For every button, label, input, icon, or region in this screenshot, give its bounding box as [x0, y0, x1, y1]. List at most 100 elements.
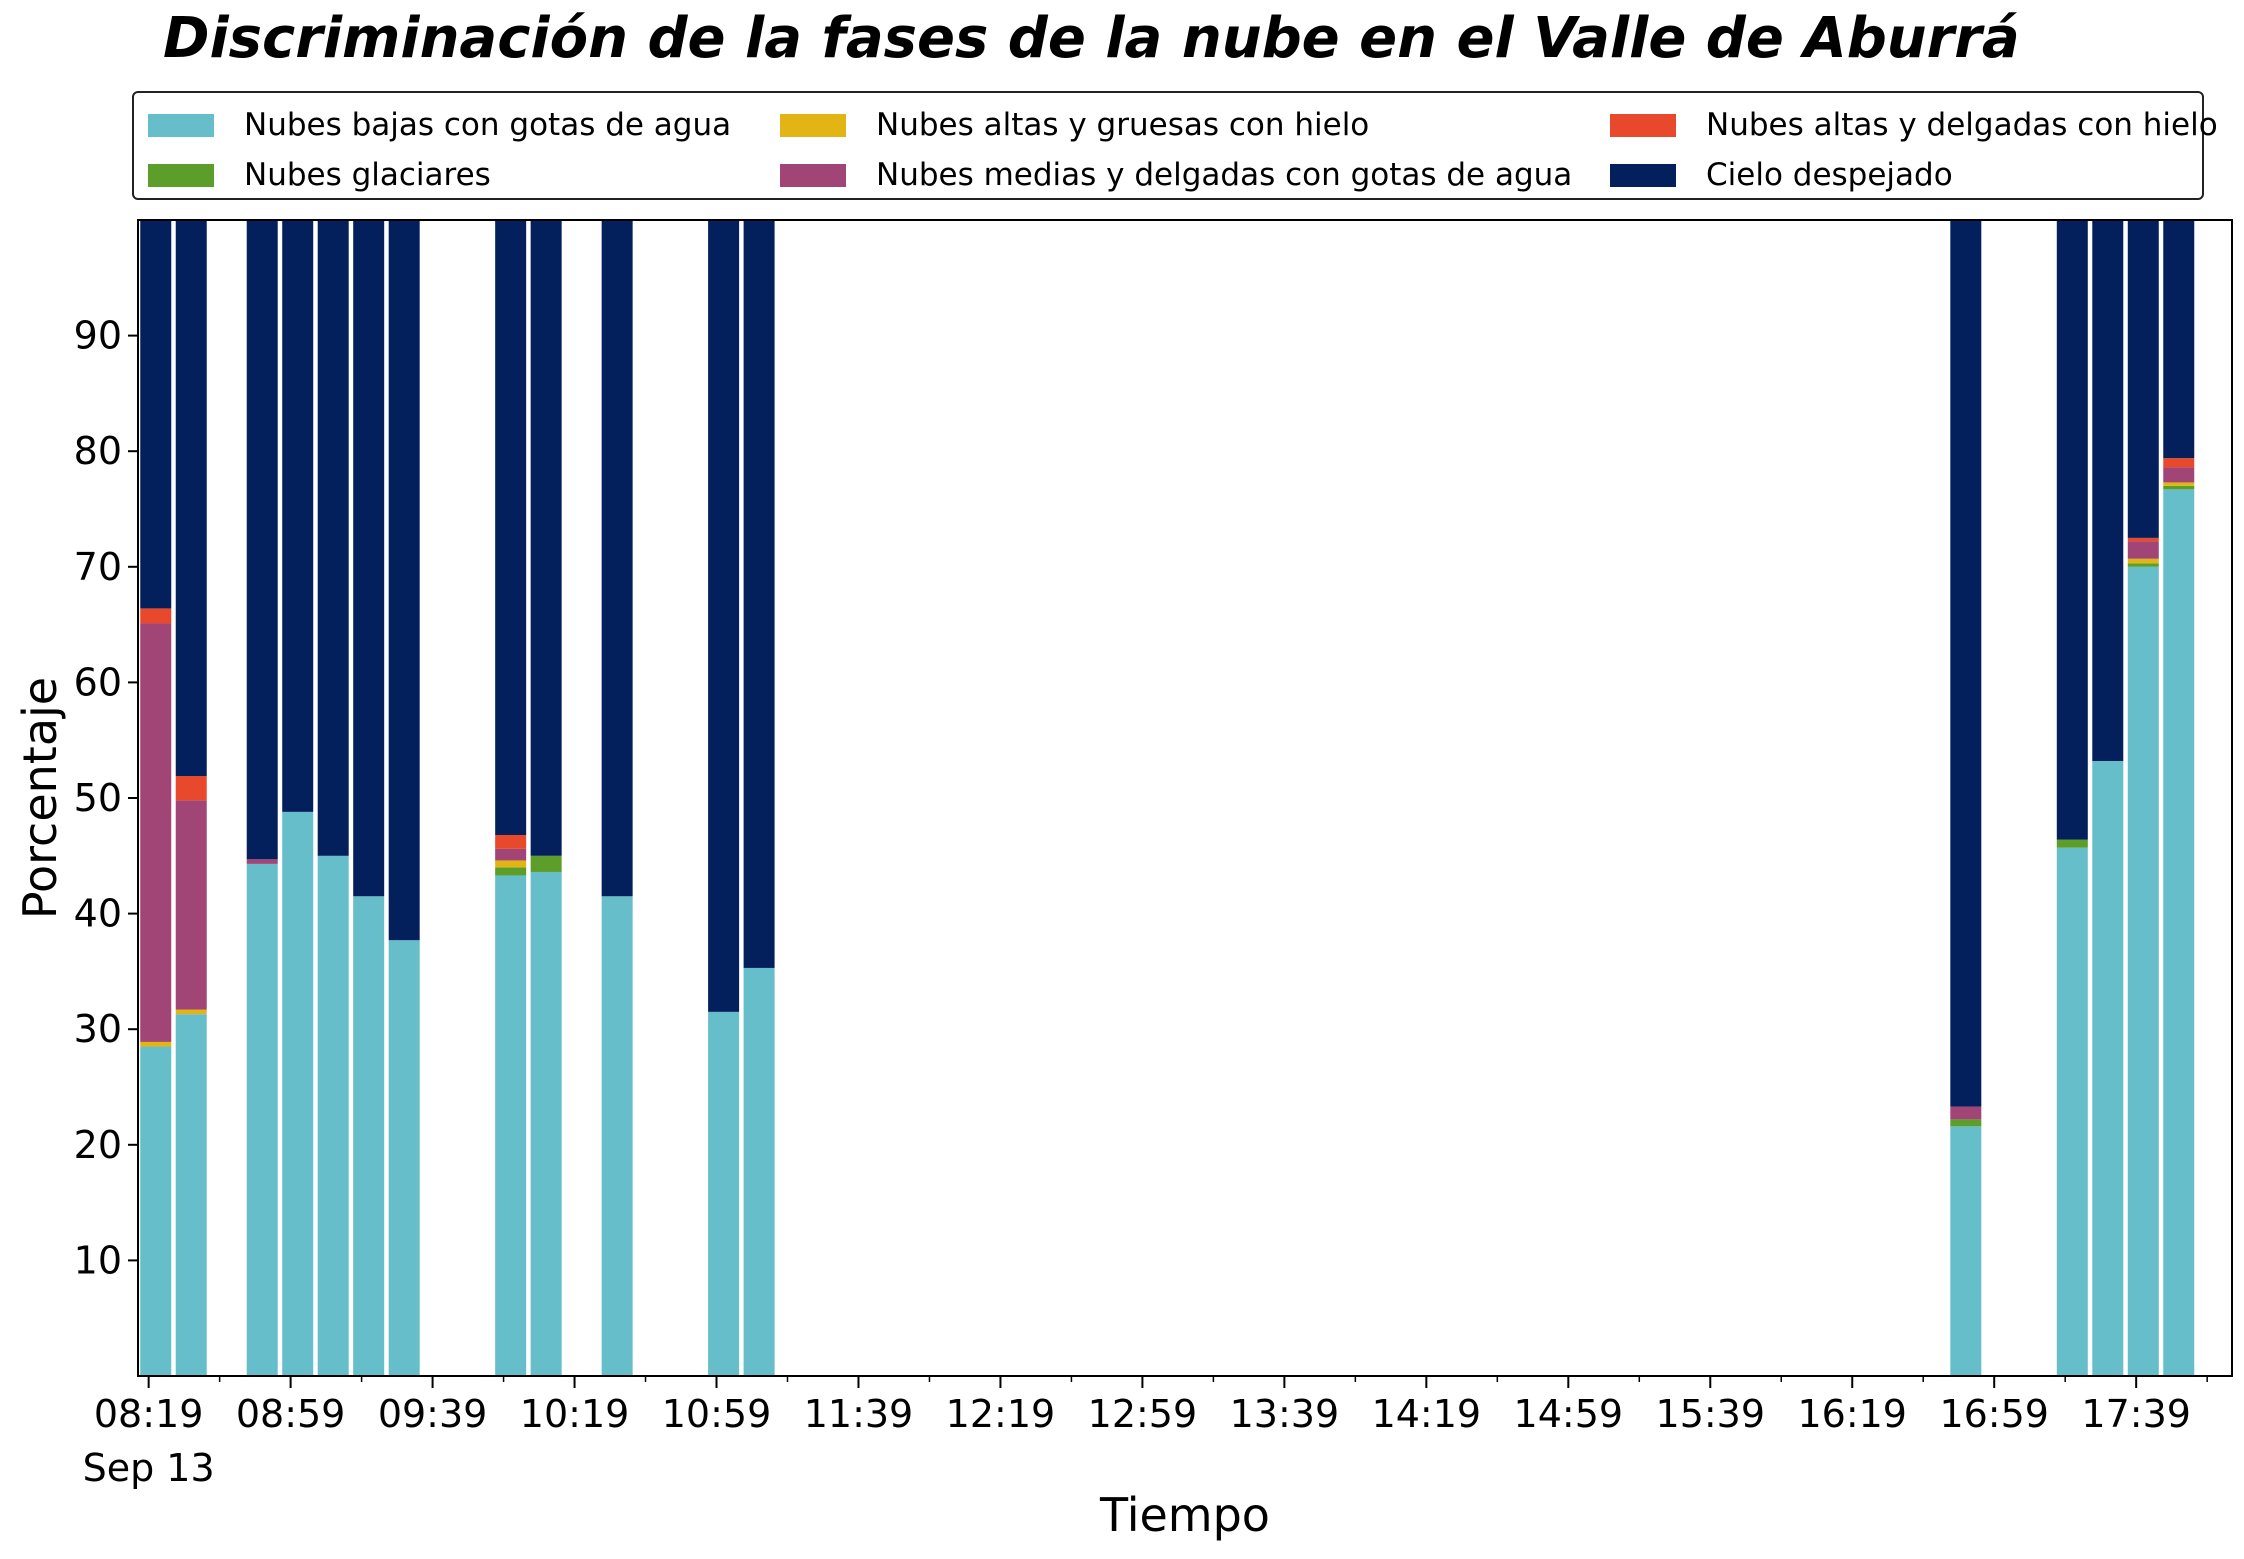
- bar-segment: [2056, 220, 2088, 840]
- bar-segment: [2127, 563, 2159, 567]
- bar-segment: [353, 896, 385, 1376]
- y-tick-label: 90: [74, 314, 122, 358]
- x-tick-label: 08:59: [236, 1392, 346, 1436]
- legend-item-nubes-glaciares: Nubes glaciares: [148, 155, 491, 195]
- plot-frame: [137, 219, 2233, 1377]
- bar-segment: [708, 1011, 740, 1376]
- x-tick-label: 12:59: [1088, 1392, 1198, 1436]
- legend-item-nubes-altas-delgadas: Nubes altas y delgadas con hielo: [1610, 105, 2218, 145]
- bar-segment: [495, 848, 527, 861]
- bar-segment: [246, 859, 278, 864]
- bar-segment: [317, 220, 349, 856]
- bar-segment: [1950, 220, 1982, 1107]
- bar-segment: [140, 220, 172, 609]
- legend-swatch: [780, 113, 846, 137]
- bar-segment: [530, 871, 562, 1376]
- bar-segment: [2127, 541, 2159, 559]
- legend-label: Cielo despejado: [1706, 157, 1953, 193]
- y-tick-label: 60: [74, 660, 122, 704]
- y-axis-label: Porcentaje: [13, 677, 67, 919]
- bar-segment: [175, 800, 207, 1010]
- bar-segment: [140, 1041, 172, 1047]
- bar-segment: [743, 967, 775, 1376]
- bar-segment: [2163, 485, 2195, 490]
- bar-segment: [246, 220, 278, 860]
- x-tick-label: 10:19: [520, 1392, 630, 1436]
- bar-segment: [388, 220, 420, 941]
- legend-swatch: [148, 163, 214, 187]
- bar-segment: [601, 220, 633, 897]
- chart-title: Discriminación de la fases de la nube en…: [163, 6, 2020, 71]
- x-tick-label: 16:59: [1939, 1392, 2049, 1436]
- bar-segment: [495, 220, 527, 835]
- bar-segment: [282, 811, 314, 1376]
- legend-swatch: [1610, 163, 1676, 187]
- bar-segment: [1950, 1106, 1982, 1120]
- bar-segment: [2056, 839, 2088, 848]
- y-tick-label: 30: [74, 1007, 122, 1051]
- x-axis-label: Tiempo: [1099, 1488, 1270, 1542]
- legend-item-cielo-despejado: Cielo despejado: [1610, 155, 1953, 195]
- x-tick-label: 10:59: [662, 1392, 772, 1436]
- y-axis: 10 20 30 40 50 60 70 80 90: [74, 314, 138, 1282]
- bar-segment: [175, 220, 207, 777]
- bar-segment: [317, 855, 349, 1376]
- x-axis: 08:19 08:59 09:39 10:19 10:59 11:39 12:19 12:59…: [94, 1376, 2208, 1436]
- bar-segment: [353, 220, 385, 897]
- bar-segment: [495, 860, 527, 868]
- bar-segment: [2127, 558, 2159, 564]
- bar-segment: [388, 940, 420, 1376]
- y-tick-label: 20: [74, 1123, 122, 1167]
- bar-segment: [2163, 458, 2195, 468]
- legend-swatch: [148, 113, 214, 137]
- bar-segment: [601, 896, 633, 1376]
- bar-segment: [175, 1014, 207, 1376]
- bar-segment: [708, 220, 740, 1012]
- legend-swatch: [780, 163, 846, 187]
- y-tick-label: 10: [74, 1238, 122, 1282]
- chart-legend: Nubes bajas con gotas de agua Nubes glac…: [132, 91, 2218, 200]
- bar-segment: [1950, 1119, 1982, 1127]
- bar-segment: [2163, 489, 2195, 1377]
- legend-swatch: [1610, 113, 1676, 137]
- bar-segment: [246, 863, 278, 1376]
- bar-segment: [743, 220, 775, 968]
- y-tick-label: 40: [74, 892, 122, 936]
- x-tick-label: 08:19: [94, 1392, 204, 1436]
- bar-segment: [282, 220, 314, 812]
- bar-segment: [140, 608, 172, 624]
- bars-layer: [140, 220, 2195, 1377]
- bar-segment: [530, 220, 562, 856]
- bar-segment: [495, 875, 527, 1376]
- y-tick-label: 80: [74, 429, 122, 473]
- bar-segment: [495, 834, 527, 849]
- bar-segment: [175, 776, 207, 801]
- x-date-label: Sep 13: [83, 1446, 215, 1490]
- legend-item-nubes-medias-delgadas: Nubes medias y delgadas con gotas de agu…: [780, 155, 1572, 195]
- bar-segment: [140, 623, 172, 1042]
- x-tick-label: 11:39: [804, 1392, 914, 1436]
- x-tick-label: 17:39: [2081, 1392, 2191, 1436]
- y-tick-label: 50: [74, 776, 122, 820]
- bar-segment: [140, 1046, 172, 1376]
- bar-segment: [2163, 220, 2195, 459]
- legend-label: Nubes altas y delgadas con hielo: [1706, 107, 2218, 143]
- legend-label: Nubes bajas con gotas de agua: [244, 107, 732, 143]
- x-tick-label: 13:39: [1230, 1392, 1340, 1436]
- bar-segment: [2092, 220, 2124, 762]
- bar-segment: [2163, 482, 2195, 486]
- x-tick-label: 15:39: [1656, 1392, 1766, 1436]
- x-tick-label: 12:19: [946, 1392, 1056, 1436]
- bar-segment: [2127, 537, 2159, 542]
- bar-segment: [175, 1009, 207, 1015]
- bar-segment: [530, 855, 562, 872]
- bar-segment: [2056, 847, 2088, 1376]
- bar-segment: [2127, 566, 2159, 1376]
- bar-segment: [495, 867, 527, 876]
- x-tick-label: 16:19: [1797, 1392, 1907, 1436]
- x-tick-label: 14:19: [1372, 1392, 1482, 1436]
- bar-segment: [2163, 467, 2195, 483]
- bar-segment: [1950, 1126, 1982, 1376]
- bar-segment: [2127, 220, 2159, 538]
